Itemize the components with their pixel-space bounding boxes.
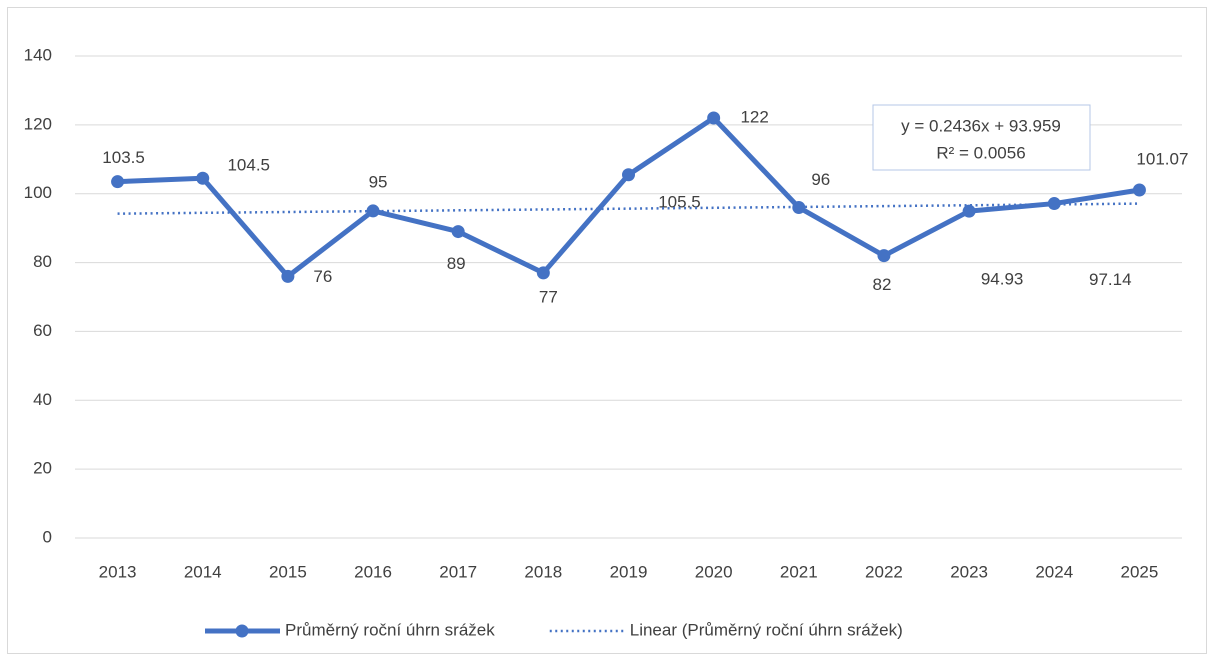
data-point bbox=[281, 269, 295, 283]
x-tick-label: 2019 bbox=[610, 562, 648, 581]
y-tick-label: 140 bbox=[24, 45, 52, 64]
data-point bbox=[536, 266, 550, 280]
x-tick-label: 2021 bbox=[780, 562, 818, 581]
data-point bbox=[366, 204, 380, 218]
data-label: 122 bbox=[740, 107, 768, 126]
data-label: 77 bbox=[539, 287, 558, 306]
data-point bbox=[1132, 183, 1146, 197]
data-label: 96 bbox=[811, 170, 830, 189]
data-point bbox=[196, 171, 210, 185]
x-tick-label: 2025 bbox=[1121, 562, 1159, 581]
data-label: 105.5 bbox=[658, 192, 701, 211]
x-tick-label: 2015 bbox=[269, 562, 307, 581]
equation-box bbox=[872, 104, 1091, 171]
x-tick-label: 2013 bbox=[99, 562, 137, 581]
x-tick-label: 2016 bbox=[354, 562, 392, 581]
data-point bbox=[962, 204, 976, 218]
x-tick-label: 2023 bbox=[950, 562, 988, 581]
data-point bbox=[111, 175, 125, 189]
x-tick-label: 2024 bbox=[1035, 562, 1073, 581]
data-point bbox=[707, 111, 721, 125]
x-tick-label: 2018 bbox=[524, 562, 562, 581]
data-label: 76 bbox=[313, 267, 332, 286]
x-tick-label: 2014 bbox=[184, 562, 222, 581]
y-tick-label: 40 bbox=[33, 390, 52, 409]
data-label: 95 bbox=[369, 172, 388, 191]
chart-border bbox=[7, 7, 1207, 654]
y-tick-label: 0 bbox=[43, 527, 52, 546]
trend-equation: y = 0.2436x + 93.959 bbox=[901, 116, 1061, 135]
legend-label: Linear (Průměrný roční úhrn srážek) bbox=[630, 620, 903, 639]
y-tick-label: 20 bbox=[33, 459, 52, 478]
data-label: 89 bbox=[447, 254, 466, 273]
data-point bbox=[622, 168, 635, 182]
y-tick-label: 80 bbox=[33, 252, 52, 271]
trend-r2: R² = 0.0056 bbox=[936, 143, 1025, 162]
y-tick-label: 100 bbox=[24, 183, 52, 202]
data-label: 103.5 bbox=[102, 148, 145, 167]
data-point bbox=[877, 249, 891, 263]
x-tick-label: 2022 bbox=[865, 562, 903, 581]
data-point bbox=[451, 225, 465, 239]
data-label: 94.93 bbox=[981, 270, 1024, 289]
legend-marker bbox=[235, 624, 249, 638]
x-tick-label: 2017 bbox=[439, 562, 477, 581]
data-label: 97.14 bbox=[1089, 270, 1132, 289]
data-label: 101.07 bbox=[1136, 150, 1188, 169]
data-label: 104.5 bbox=[227, 156, 270, 175]
legend-label: Průměrný roční úhrn srážek bbox=[285, 620, 495, 639]
y-tick-label: 120 bbox=[24, 114, 52, 133]
y-tick-label: 60 bbox=[33, 321, 52, 340]
data-label: 82 bbox=[873, 275, 892, 294]
data-point bbox=[792, 200, 806, 214]
x-tick-label: 2020 bbox=[695, 562, 733, 581]
